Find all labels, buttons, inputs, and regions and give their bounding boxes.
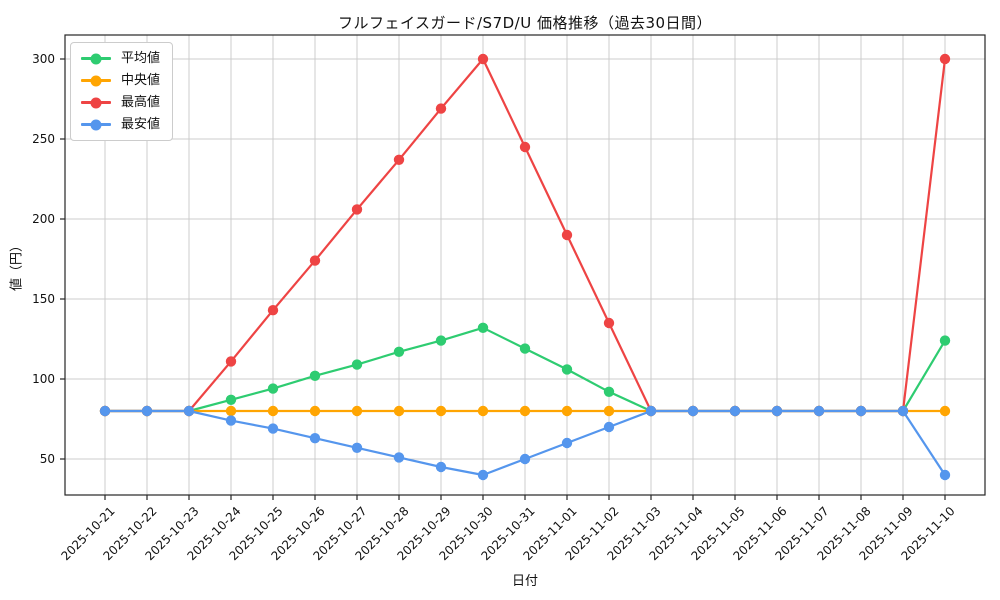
series-point-min xyxy=(687,405,699,417)
series-point-max xyxy=(561,229,573,241)
series-point-median xyxy=(267,405,279,417)
series-point-min xyxy=(141,405,153,417)
series-point-max xyxy=(393,154,405,165)
legend-line-median xyxy=(81,75,111,86)
series-point-average xyxy=(603,386,615,397)
series-point-min xyxy=(897,405,909,417)
legend-item-min: 最安値 xyxy=(81,117,160,132)
legend-dot-min xyxy=(90,119,102,130)
series-point-min xyxy=(771,405,783,417)
series-point-max xyxy=(267,305,279,316)
legend-label-median: 中央値 xyxy=(121,73,161,88)
series-point-max xyxy=(225,356,237,367)
series-point-average xyxy=(435,335,447,346)
series-point-min xyxy=(393,452,405,463)
series-point-average xyxy=(393,346,405,357)
y-axis-label: 値（円） xyxy=(9,238,25,292)
x-axis-label: 日付 xyxy=(511,574,538,589)
series-point-min xyxy=(939,469,951,481)
series-point-average xyxy=(939,335,951,346)
series-point-average xyxy=(309,370,321,381)
series-point-median xyxy=(393,405,405,417)
y-tick-label: 300 xyxy=(32,52,55,66)
y-tick-label: 200 xyxy=(32,212,55,226)
series-point-median xyxy=(519,405,531,417)
series-point-median xyxy=(309,405,321,417)
legend: 平均値 中央値 最高値 最安値 xyxy=(70,42,174,141)
series-point-average xyxy=(519,343,531,354)
grid-lines xyxy=(65,35,985,495)
series-point-min xyxy=(183,405,195,417)
tick-marks xyxy=(60,58,946,500)
series-point-average xyxy=(267,383,279,394)
series-point-max xyxy=(435,103,447,114)
legend-dot-average xyxy=(90,53,102,64)
series-point-min xyxy=(729,405,741,417)
series-point-median xyxy=(477,405,489,417)
y-tick-label: 250 xyxy=(32,132,55,146)
series-point-median xyxy=(225,405,237,417)
series-point-max xyxy=(939,53,951,65)
series-point-max xyxy=(477,53,489,65)
legend-label-min: 最安値 xyxy=(121,117,161,132)
series-point-min xyxy=(309,433,321,444)
series-point-max xyxy=(309,255,321,266)
legend-item-max: 最高値 xyxy=(81,95,160,110)
series-point-average xyxy=(477,322,489,333)
legend-line-average xyxy=(81,53,111,64)
series-point-min xyxy=(351,442,363,453)
series-point-min xyxy=(99,405,111,417)
series-point-median xyxy=(939,405,951,417)
series-point-min xyxy=(519,453,531,465)
legend-line-min xyxy=(81,119,111,130)
series-point-min xyxy=(603,421,615,433)
series-point-min xyxy=(477,469,489,481)
y-tick-label: 100 xyxy=(32,372,55,386)
y-tick-label: 150 xyxy=(32,292,55,306)
chart-title: フルフェイスガード/S7D/U 価格推移（過去30日間） xyxy=(337,14,713,32)
series-point-average xyxy=(351,359,363,370)
series-point-median xyxy=(351,405,363,417)
legend-item-average: 平均値 xyxy=(81,51,160,66)
series-point-average xyxy=(561,364,573,375)
series-point-min xyxy=(561,437,573,449)
series-point-max xyxy=(351,204,363,215)
series-point-max xyxy=(519,141,531,153)
legend-line-max xyxy=(81,97,111,108)
series-point-median xyxy=(435,405,447,417)
series-point-min xyxy=(813,405,825,417)
y-tick-label: 50 xyxy=(40,452,55,466)
series-point-min xyxy=(267,423,279,434)
series-point-min xyxy=(645,405,657,417)
legend-dot-median xyxy=(90,75,102,86)
series-point-min xyxy=(225,415,237,426)
series-point-min xyxy=(435,461,447,473)
series-point-median xyxy=(561,405,573,417)
series-point-min xyxy=(855,405,867,417)
series-point-average xyxy=(225,394,237,405)
series-point-max xyxy=(603,317,615,329)
legend-item-median: 中央値 xyxy=(81,73,160,88)
series-point-median xyxy=(603,405,615,417)
legend-dot-max xyxy=(90,97,102,108)
legend-label-max: 最高値 xyxy=(121,95,161,110)
legend-label-average: 平均値 xyxy=(121,51,161,66)
